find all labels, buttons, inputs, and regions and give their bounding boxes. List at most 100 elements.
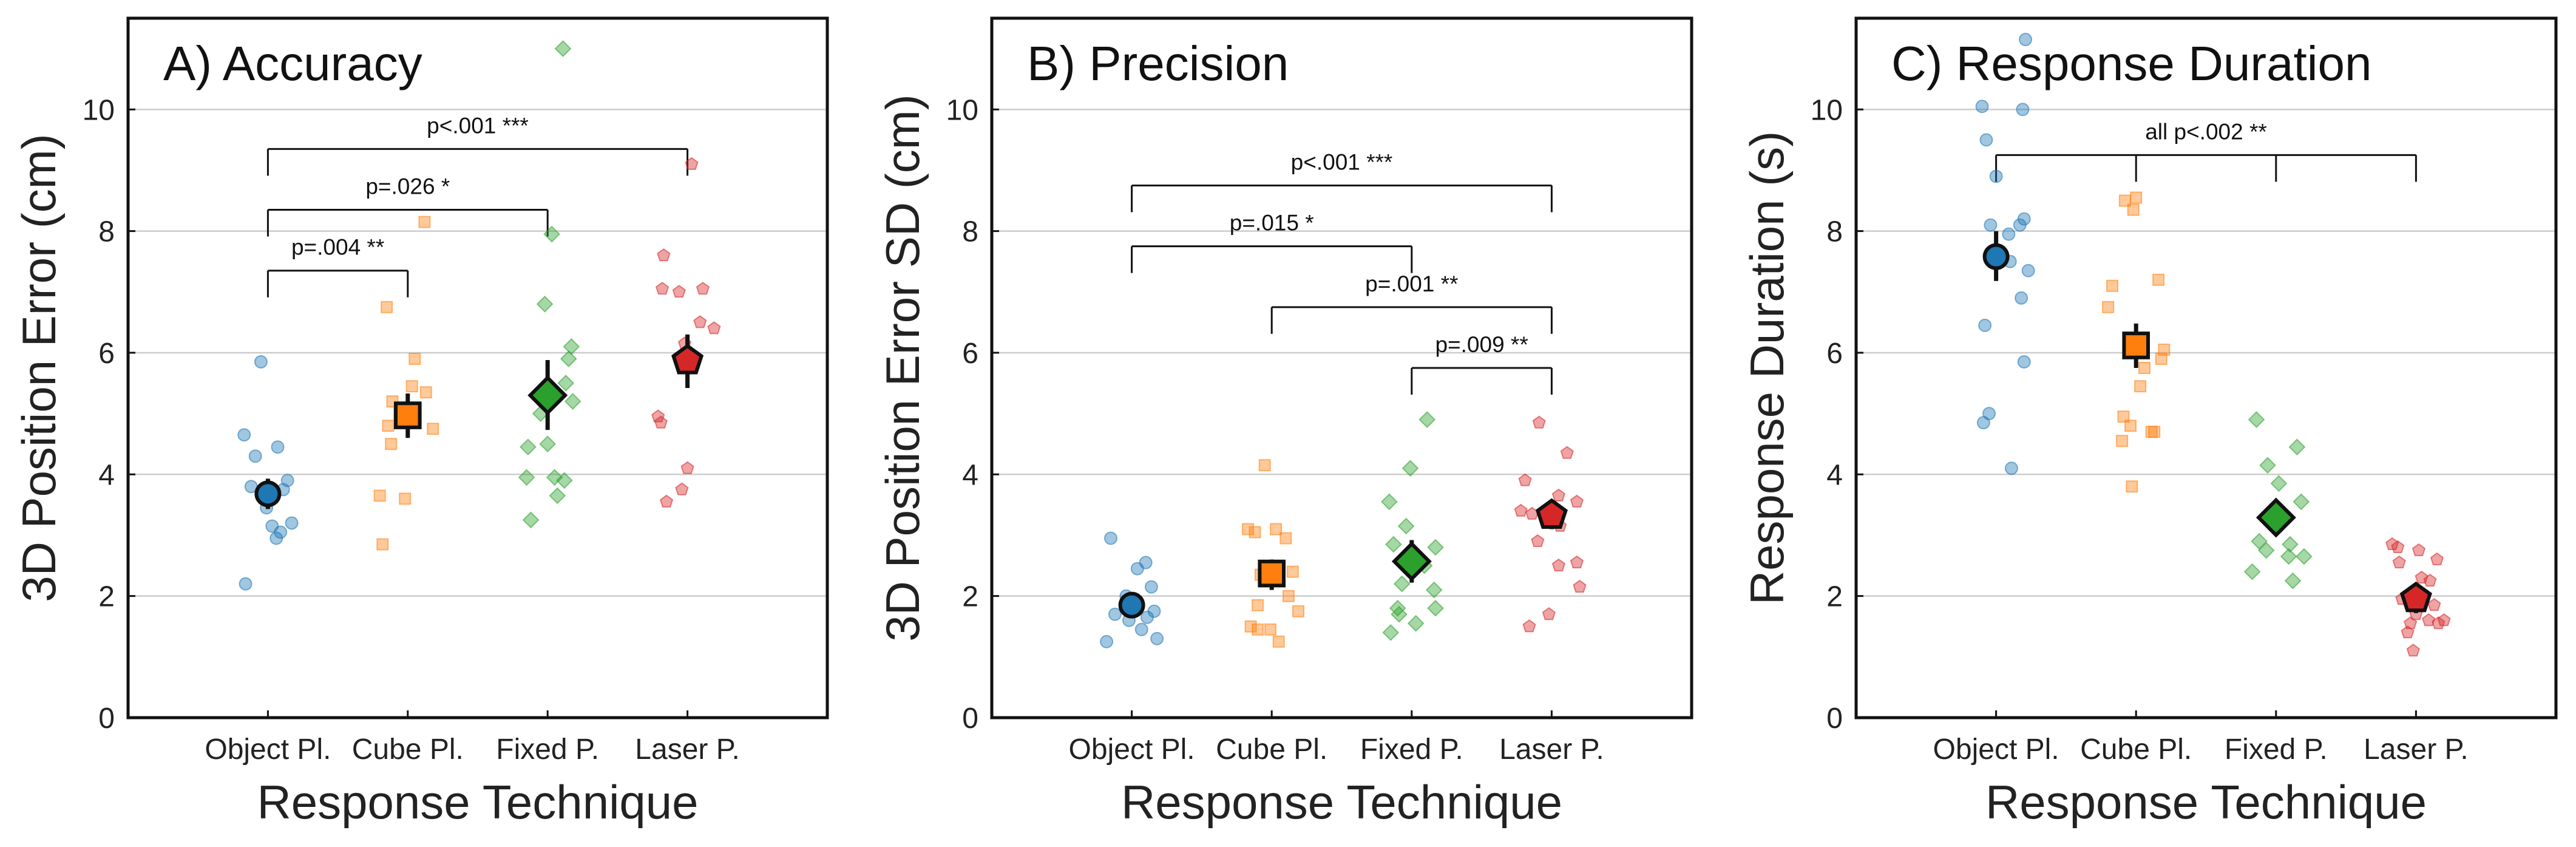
data-point-cube (405, 380, 418, 393)
data-point-fixed (522, 511, 540, 529)
data-point-fixed (2295, 548, 2313, 565)
data-point-fixed (2243, 563, 2261, 580)
data-point-fixed (2259, 457, 2276, 474)
data-point-object (285, 516, 299, 530)
mean-marker-laser (1535, 498, 1568, 529)
data-point-object (1975, 100, 1989, 114)
data-point-laser (1518, 473, 1532, 486)
data-point-cube (2130, 191, 2143, 204)
x-tick-label: Fixed P. (496, 733, 599, 766)
data-point-laser (1551, 558, 1566, 572)
x-axis-title: Response Technique (1121, 775, 1562, 829)
data-point-fixed (1402, 460, 1419, 477)
data-point-fixed (557, 375, 575, 392)
data-point-cube (2158, 343, 2171, 356)
x-tick-label: Cube Pl. (352, 733, 464, 766)
data-point-object (2013, 218, 2027, 232)
data-point-fixed (1393, 575, 1411, 593)
y-tick-label: 6 (962, 338, 978, 370)
y-axis-title: 3D Position Error (cm) (12, 134, 66, 602)
data-point-fixed (539, 435, 557, 453)
data-point-laser (2392, 555, 2406, 569)
panel-title: A) Accuracy (163, 36, 422, 90)
x-tick-label: Laser P. (1499, 733, 1604, 766)
data-point-laser (1514, 503, 1528, 517)
data-point-laser (2412, 543, 2426, 556)
data-point-fixed (2251, 532, 2268, 550)
data-point-object (1976, 416, 1990, 430)
data-point-object (2015, 291, 2029, 305)
data-point-object (2017, 355, 2031, 369)
data-point-laser (2422, 613, 2436, 627)
x-tick-label: Cube Pl. (2080, 733, 2192, 766)
data-point-cube (399, 492, 412, 505)
data-point-cube (2118, 194, 2131, 207)
data-point-laser (2423, 573, 2437, 587)
data-point-fixed (1427, 599, 1444, 617)
y-tick-label: 8 (98, 216, 115, 248)
data-point-object (2016, 103, 2030, 117)
data-point-laser (2391, 540, 2405, 553)
data-point-fixed (560, 350, 577, 367)
data-point-fixed (2293, 493, 2310, 511)
data-point-object (1134, 622, 1148, 636)
significance-label: p=.026 * (365, 174, 450, 199)
x-tick-label: Fixed P. (2225, 733, 2328, 766)
data-point-object (2019, 33, 2033, 47)
significance-label: p<.001 *** (427, 113, 529, 138)
x-axis-title: Response Technique (257, 775, 698, 829)
y-tick-label: 8 (1826, 216, 1843, 248)
panel-title: C) Response Duration (1891, 36, 2371, 90)
data-point-cube (1252, 599, 1264, 611)
data-point-laser (651, 409, 665, 423)
data-point-laser (659, 494, 674, 508)
data-point-cube (373, 489, 386, 502)
data-point-cube (2127, 203, 2140, 216)
data-point-fixed (554, 40, 572, 58)
plot-frame (990, 16, 1693, 719)
data-point-fixed (2284, 572, 2302, 590)
y-tick-label: 2 (962, 581, 978, 613)
x-tick-label: Laser P. (2364, 733, 2469, 766)
data-point-fixed (555, 472, 573, 489)
y-tick-label: 10 (83, 94, 115, 126)
data-point-laser (2427, 597, 2441, 611)
plot-frame (126, 16, 829, 719)
data-point-laser (693, 315, 707, 328)
y-tick-label: 0 (962, 702, 978, 735)
mean-marker-cube (394, 401, 422, 429)
mean-marker-laser (671, 344, 704, 375)
data-point-cube (418, 216, 431, 228)
data-point-laser (1531, 534, 1545, 547)
significance-label: all p<.002 ** (2145, 119, 2267, 144)
data-point-laser (1570, 494, 1584, 508)
data-point-object (2002, 227, 2016, 241)
data-point-object (2004, 461, 2018, 475)
panel-precision: 0 2 4 6 8 10 Object Pl. Cube Pl. Fixed P. Laser P… (876, 16, 1693, 829)
data-point-fixed (1397, 517, 1415, 535)
data-point-object (269, 531, 283, 545)
data-point-cube (408, 353, 421, 365)
data-point-fixed (2257, 542, 2275, 559)
data-point-cube (2106, 279, 2118, 292)
data-point-cube (1258, 459, 1271, 472)
data-point-fixed (1425, 581, 1443, 599)
data-point-fixed (2288, 438, 2306, 456)
x-tick-label: Cube Pl. (1216, 733, 1327, 766)
data-point-fixed (1391, 605, 1408, 623)
data-point-laser (685, 157, 699, 170)
data-point-cube (2152, 273, 2165, 286)
data-point-cube (419, 386, 432, 399)
data-point-laser (707, 321, 721, 335)
data-point-object (1989, 169, 2003, 183)
data-point-object (1984, 218, 1998, 232)
data-point-cube (382, 420, 395, 432)
data-point-laser (2406, 644, 2420, 657)
data-point-cube (1264, 623, 1276, 636)
y-tick-label: 2 (1826, 581, 1843, 613)
data-point-laser (655, 282, 669, 295)
data-point-fixed (2270, 475, 2288, 492)
data-point-laser (1570, 555, 1584, 569)
data-point-laser (1560, 446, 1574, 459)
x-tick-label: Fixed P. (1360, 733, 1463, 766)
